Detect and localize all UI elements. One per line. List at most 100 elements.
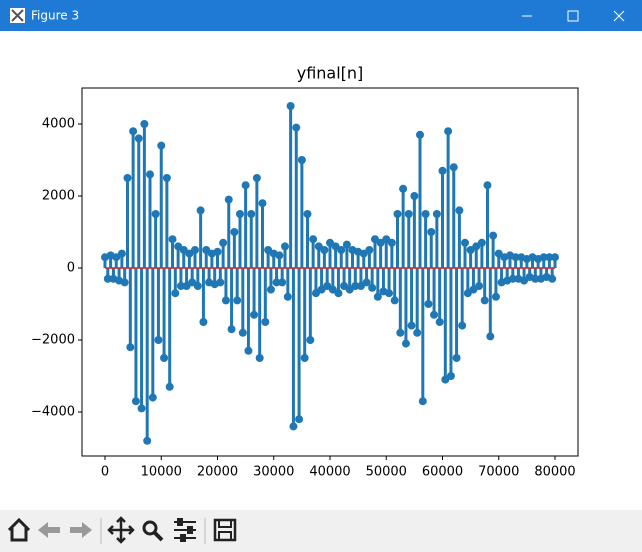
x-tick-label: 0 [101, 465, 109, 480]
stem-marker [213, 247, 222, 256]
stem-marker [292, 123, 301, 132]
stem-marker [508, 274, 517, 283]
stem-marker [334, 289, 343, 298]
title-bar [0, 0, 642, 31]
toolbar-buttons [7, 516, 237, 544]
stem-marker [219, 238, 228, 247]
stem-marker [143, 436, 152, 445]
stem-marker [458, 321, 467, 330]
x-tick-label: 20000 [197, 465, 238, 480]
stem-marker [404, 210, 413, 219]
stem-marker [236, 210, 245, 219]
stem-marker [430, 310, 439, 319]
maximize-button[interactable] [567, 10, 579, 22]
stem-marker [131, 397, 140, 406]
stem-marker [410, 192, 419, 201]
stem-marker [191, 246, 200, 255]
stem-marker [283, 292, 292, 301]
stem-marker [427, 228, 436, 237]
stem-marker [548, 274, 557, 283]
stem-marker [460, 238, 469, 247]
stem-marker [247, 210, 256, 219]
stem-marker [483, 181, 492, 190]
stem-marker [216, 278, 225, 287]
stem-marker [342, 240, 351, 249]
stem-marker [393, 210, 402, 219]
stem-marker [300, 354, 309, 363]
stem-marker [129, 127, 138, 136]
stem-marker [351, 282, 360, 291]
stem-marker [199, 318, 208, 327]
stem-marker [531, 274, 540, 283]
home-button[interactable] [7, 517, 31, 542]
stem-marker [413, 328, 422, 337]
stem-marker [160, 354, 169, 363]
stem-marker [491, 292, 500, 301]
stem-marker [511, 253, 520, 262]
stem-marker [123, 174, 132, 183]
stem-marker [320, 246, 329, 255]
stem-marker [455, 206, 464, 215]
stem-marker [337, 246, 346, 255]
stem-marker [241, 181, 250, 190]
stem-marker [385, 289, 394, 298]
zoom-button[interactable] [142, 520, 164, 542]
app-icon [10, 8, 25, 23]
stem-marker [365, 246, 374, 255]
stem-marker [373, 292, 382, 301]
stem-marker [250, 310, 259, 319]
stem-marker [390, 296, 399, 305]
stem-marker [126, 343, 135, 352]
stem-marker [140, 120, 149, 129]
stem-marker [539, 253, 548, 262]
toolbar [0, 510, 642, 552]
axes-frame [81, 87, 579, 457]
chart-title: yfinal[n] [297, 64, 364, 83]
stem-marker [196, 206, 205, 215]
stem-marker [303, 210, 312, 219]
stem-marker [252, 174, 261, 183]
stem-marker [157, 141, 166, 150]
back-button[interactable] [38, 522, 60, 538]
stem-marker [289, 422, 298, 431]
stem-marker [258, 199, 267, 208]
stem-marker [227, 325, 236, 334]
stem-marker [193, 282, 202, 291]
stem-marker [415, 130, 424, 139]
stem-marker [151, 210, 160, 219]
configure-button[interactable] [174, 518, 196, 542]
stem-marker [230, 228, 239, 237]
x-tick-label: 70000 [478, 465, 519, 480]
stem-marker [278, 278, 287, 287]
stem-marker [387, 238, 396, 247]
pan-button[interactable] [107, 516, 135, 544]
stem-marker [224, 195, 233, 204]
stem-marker [154, 336, 163, 345]
stem-marker [545, 253, 554, 262]
close-button[interactable] [613, 10, 625, 22]
stem-marker [399, 184, 408, 193]
stem-marker [171, 289, 180, 298]
stem-marker [266, 285, 275, 294]
stem-marker [407, 321, 416, 330]
stem-marker [401, 339, 410, 348]
stem-marker [286, 102, 295, 111]
stem-marker [261, 318, 270, 327]
stem-marker [238, 328, 247, 337]
stem-marker [446, 372, 455, 381]
stem-marker [176, 282, 185, 291]
stem-marker [146, 170, 155, 179]
stem-marker [475, 282, 484, 291]
plot: 0 10000 20000 30000 40000 50000 60000 70000 8000… [31, 102, 576, 480]
stem-marker [297, 156, 306, 165]
stem-marker [233, 296, 242, 305]
save-button[interactable] [213, 518, 237, 542]
x-tick-label: 30000 [253, 465, 294, 480]
forward-button[interactable] [70, 522, 92, 538]
stem-marker [452, 354, 461, 363]
stem-marker [306, 336, 315, 345]
stem-marker [221, 296, 230, 305]
y-tick-label: 2000 [42, 189, 75, 204]
stem-marker [486, 332, 495, 341]
